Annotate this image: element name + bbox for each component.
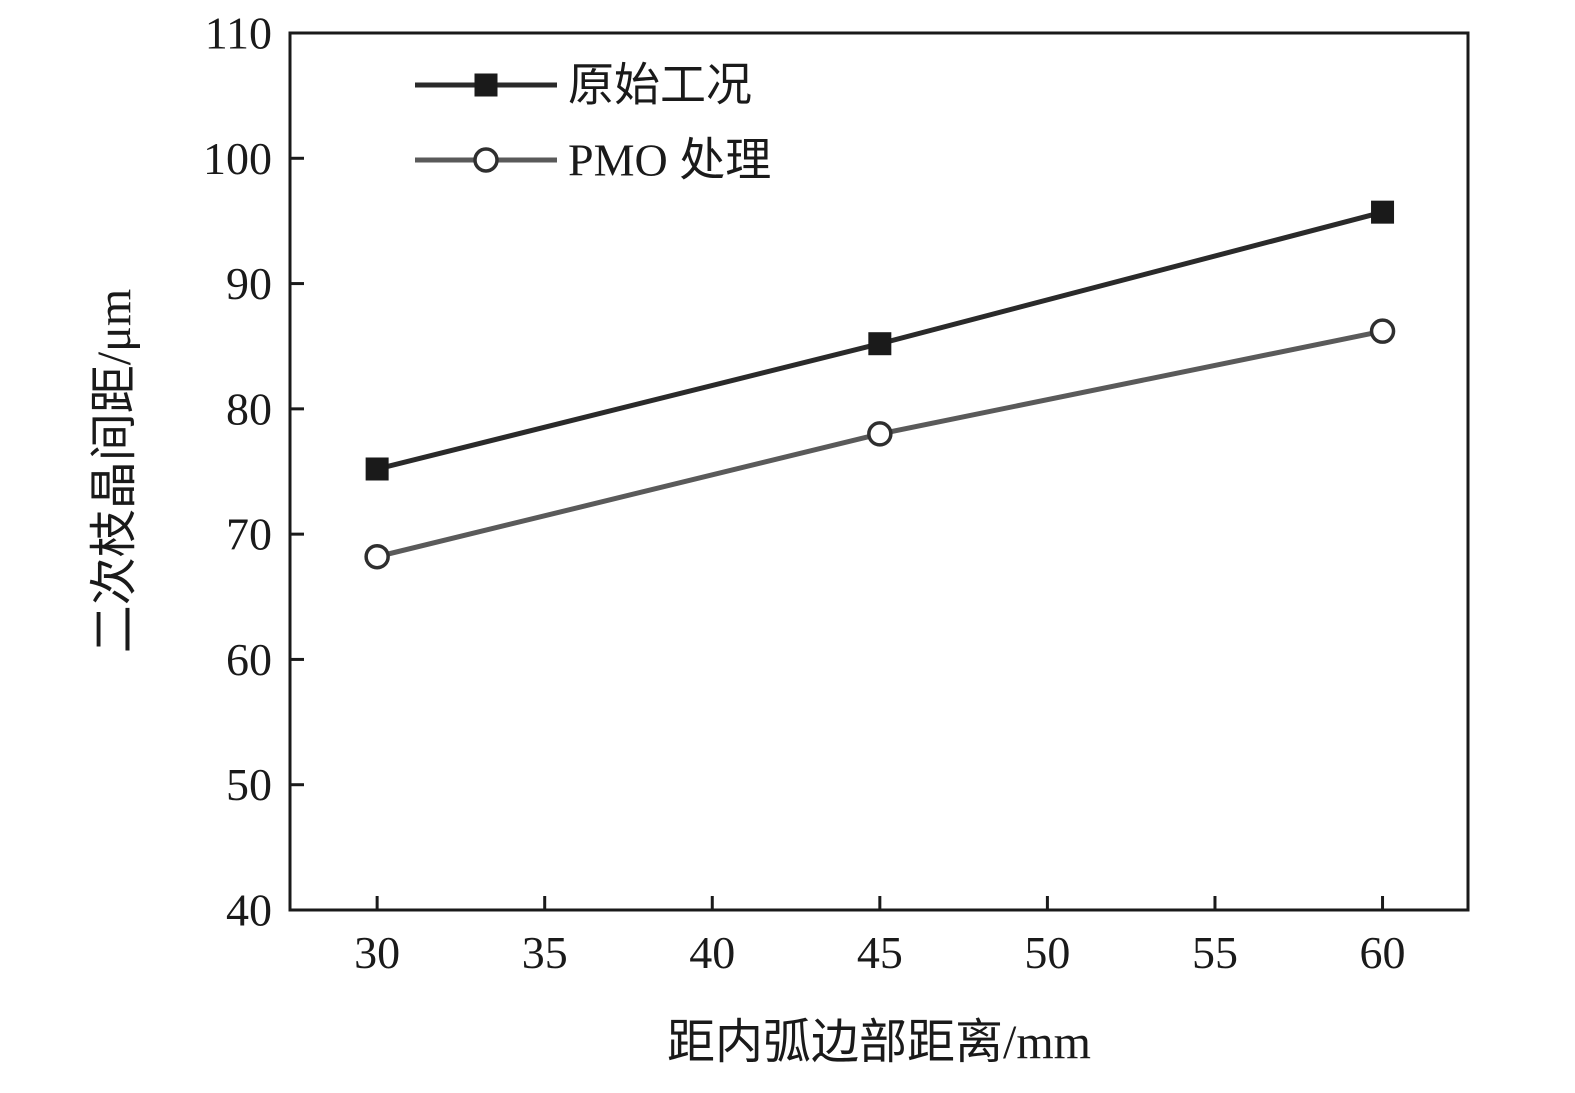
y-tick-label: 60 bbox=[226, 634, 272, 685]
plot-area: 30 35 40 45 50 55 60 40 50 60 70 80 90 100 110 bbox=[203, 8, 1470, 978]
y-tick-label: 80 bbox=[226, 383, 272, 434]
marker-square bbox=[365, 457, 389, 481]
marker-square bbox=[868, 332, 892, 356]
marker-circle bbox=[473, 147, 499, 173]
marker-square bbox=[474, 73, 498, 97]
x-tick-label: 55 bbox=[1192, 927, 1238, 978]
legend-label-original: 原始工况 bbox=[568, 60, 752, 111]
x-axis-label: 距内弧边部距离/mm bbox=[667, 1016, 1091, 1069]
y-tick-label: 110 bbox=[205, 8, 272, 59]
marker-square bbox=[1371, 200, 1395, 224]
y-axis-label: 二次枝晶间距/μm bbox=[88, 289, 141, 653]
y-tick-label: 40 bbox=[226, 885, 272, 936]
y-tick-label: 70 bbox=[226, 509, 272, 560]
legend: 原始工况 PMO 处理 bbox=[568, 60, 771, 186]
y-tick-label: 90 bbox=[226, 258, 272, 309]
x-tick-label: 40 bbox=[689, 927, 735, 978]
x-tick-label: 45 bbox=[857, 927, 903, 978]
x-tick-label: 50 bbox=[1024, 927, 1070, 978]
x-tick-label: 30 bbox=[354, 927, 400, 978]
y-tick-label: 50 bbox=[226, 759, 272, 810]
x-tick-label: 60 bbox=[1360, 927, 1406, 978]
marker-circle bbox=[867, 421, 893, 447]
axis-frame bbox=[288, 31, 1470, 912]
legend-item-pmo: PMO 处理 bbox=[568, 135, 771, 186]
y-tick-label: 100 bbox=[203, 133, 272, 184]
legend-label-pmo: PMO 处理 bbox=[568, 135, 771, 186]
marker-circle bbox=[1369, 318, 1396, 344]
marker-circle bbox=[364, 543, 390, 570]
legend-item-original: 原始工况 bbox=[568, 60, 752, 111]
x-tick-label: 35 bbox=[522, 927, 568, 978]
